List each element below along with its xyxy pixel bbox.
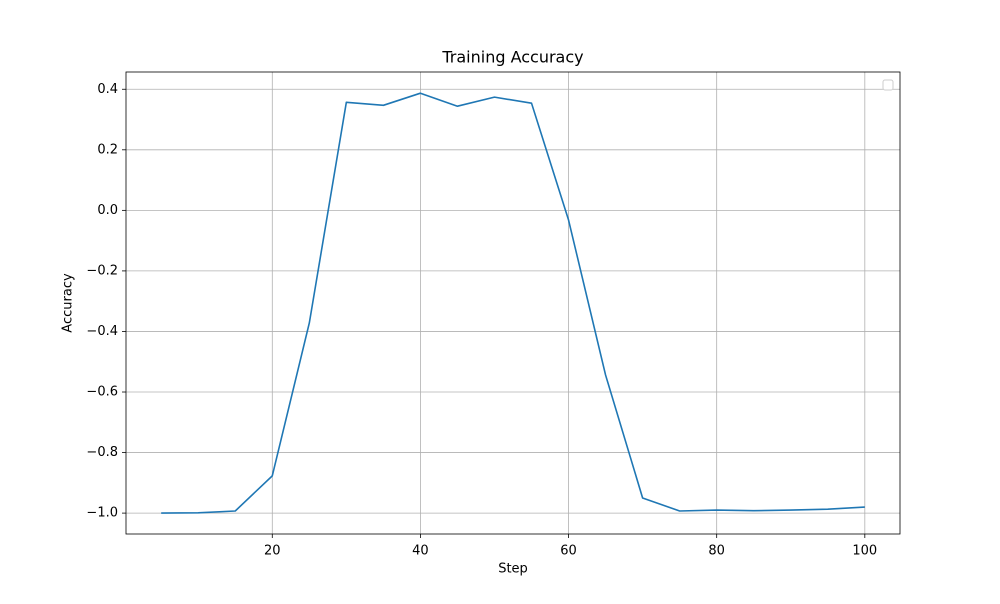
x-tick-label: 100 — [852, 544, 877, 559]
y-tick-label: 0.0 — [97, 203, 118, 218]
y-tick-label: −0.4 — [86, 324, 118, 339]
x-tick-label: 40 — [412, 544, 429, 559]
plot-frame — [125, 71, 901, 535]
y-tick-label: −0.8 — [86, 445, 118, 460]
x-tick-label: 80 — [708, 544, 725, 559]
y-tick-label: −0.2 — [86, 263, 118, 278]
data-line — [161, 92, 865, 514]
chart-title: Training Accuracy — [441, 48, 583, 67]
x-tick-label: 20 — [264, 544, 281, 559]
legend-box — [882, 79, 894, 91]
y-tick-label: 0.2 — [97, 142, 118, 157]
x-axis-label: Step — [498, 562, 528, 577]
y-axis-label: Accuracy — [61, 273, 76, 333]
y-tick-label: 0.4 — [97, 82, 118, 97]
y-tick-label: −1.0 — [86, 506, 118, 521]
x-tick-label: 60 — [560, 544, 577, 559]
y-tick-label: −0.6 — [86, 385, 118, 400]
